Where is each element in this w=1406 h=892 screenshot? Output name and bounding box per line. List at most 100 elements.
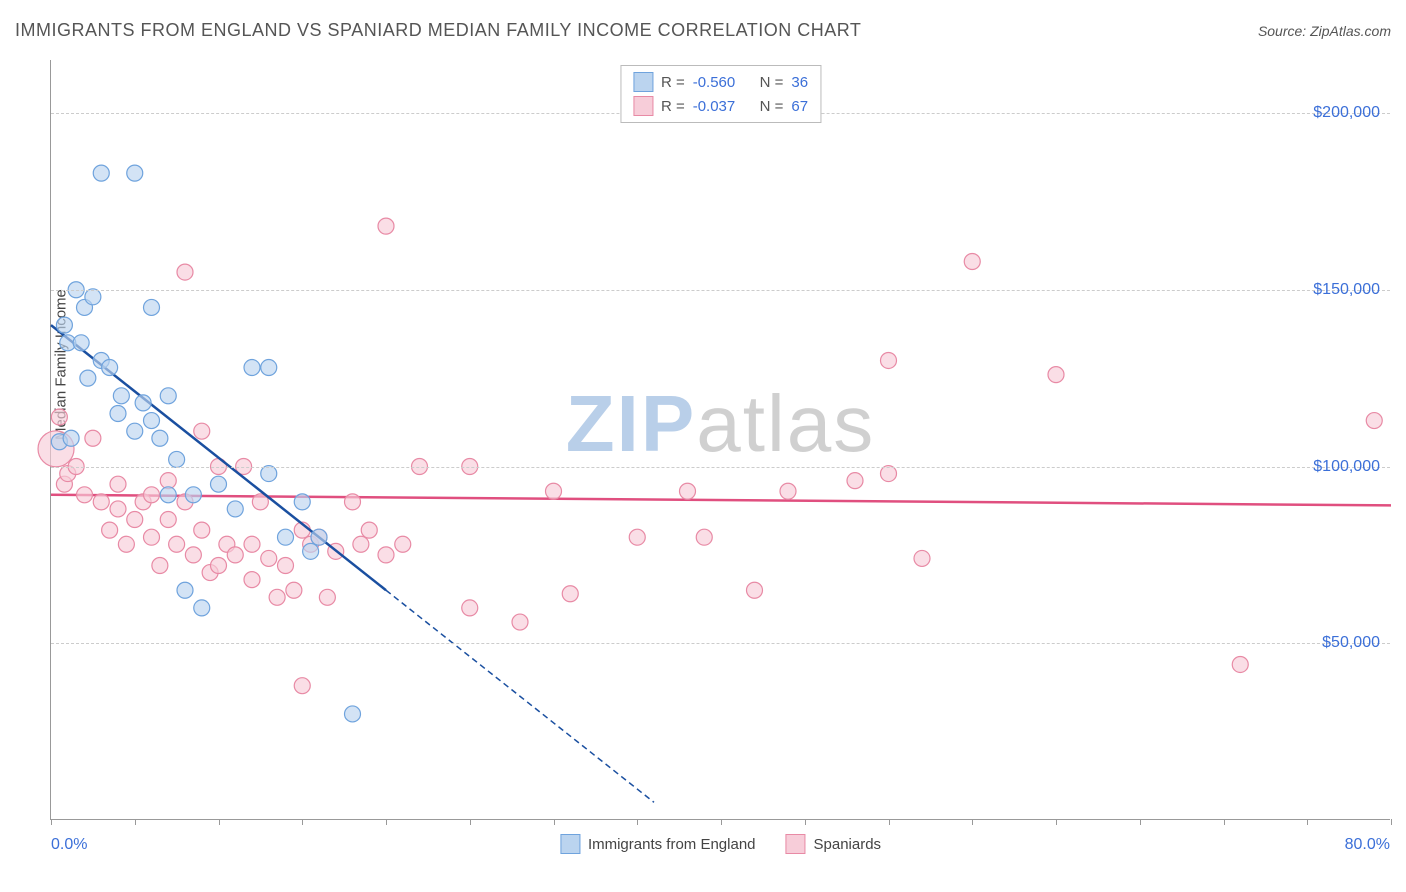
ytick-label: $50,000 [1322, 634, 1380, 652]
data-point-england [303, 543, 319, 559]
data-point-spaniards [1048, 367, 1064, 383]
data-point-england [160, 388, 176, 404]
data-point-spaniards [211, 557, 227, 573]
data-point-spaniards [378, 218, 394, 234]
legend-item-spaniards: Spaniards [786, 834, 882, 854]
legend-item-england: Immigrants from England [560, 834, 756, 854]
gridline [51, 643, 1390, 644]
source-value: ZipAtlas.com [1310, 23, 1391, 39]
data-point-england [194, 600, 210, 616]
data-point-spaniards [269, 589, 285, 605]
data-point-spaniards [118, 536, 134, 552]
x-end-label: 80.0% [1345, 836, 1390, 854]
ytick-label: $100,000 [1313, 458, 1380, 476]
data-point-spaniards [194, 423, 210, 439]
source-label: Source: [1258, 23, 1310, 39]
data-point-england [93, 165, 109, 181]
data-point-england [144, 299, 160, 315]
xtick [1391, 819, 1392, 825]
data-point-spaniards [244, 572, 260, 588]
data-point-england [169, 451, 185, 467]
data-point-england [80, 370, 96, 386]
data-point-spaniards [102, 522, 118, 538]
data-point-england [113, 388, 129, 404]
data-point-england [152, 430, 168, 446]
xtick [386, 819, 387, 825]
data-point-spaniards [244, 536, 260, 552]
data-point-spaniards [169, 536, 185, 552]
n-value-england: 36 [791, 74, 808, 91]
n-label: N = [760, 98, 784, 115]
data-point-spaniards [194, 522, 210, 538]
data-point-spaniards [185, 547, 201, 563]
r-value-spaniards: -0.037 [693, 98, 736, 115]
data-point-spaniards [319, 589, 335, 605]
title-bar: IMMIGRANTS FROM ENGLAND VS SPANIARD MEDI… [15, 20, 1391, 41]
data-point-england [63, 430, 79, 446]
data-point-spaniards [278, 557, 294, 573]
data-point-england [244, 360, 260, 376]
data-point-spaniards [680, 483, 696, 499]
legend-bottom: Immigrants from England Spaniards [560, 834, 881, 854]
ytick-label: $200,000 [1313, 104, 1380, 122]
data-point-england [102, 360, 118, 376]
xtick [135, 819, 136, 825]
data-point-england [185, 487, 201, 503]
data-point-spaniards [914, 550, 930, 566]
data-point-england [294, 494, 310, 510]
xtick [972, 819, 973, 825]
r-value-england: -0.560 [693, 74, 736, 91]
xtick [302, 819, 303, 825]
legend-stats-row-spaniards: R = -0.037 N = 67 [633, 94, 808, 118]
r-label: R = [661, 74, 685, 91]
data-point-spaniards [144, 487, 160, 503]
data-point-england [261, 360, 277, 376]
data-point-england [211, 476, 227, 492]
data-point-england [127, 423, 143, 439]
data-point-spaniards [881, 466, 897, 482]
data-point-spaniards [847, 473, 863, 489]
data-point-spaniards [546, 483, 562, 499]
data-point-spaniards [110, 476, 126, 492]
data-point-spaniards [85, 430, 101, 446]
data-point-england [177, 582, 193, 598]
xtick [1307, 819, 1308, 825]
legend-label-england: Immigrants from England [588, 836, 756, 853]
xtick [219, 819, 220, 825]
data-point-spaniards [462, 600, 478, 616]
gridline [51, 467, 1390, 468]
data-point-spaniards [227, 547, 243, 563]
xtick [470, 819, 471, 825]
data-point-spaniards [378, 547, 394, 563]
data-point-spaniards [512, 614, 528, 630]
n-value-spaniards: 67 [791, 98, 808, 115]
data-point-spaniards [152, 557, 168, 573]
data-point-spaniards [562, 586, 578, 602]
data-point-england [160, 487, 176, 503]
data-point-spaniards [177, 264, 193, 280]
data-point-england [73, 335, 89, 351]
xtick [805, 819, 806, 825]
data-point-england [345, 706, 361, 722]
data-point-spaniards [629, 529, 645, 545]
scatter-svg [51, 60, 1391, 820]
xtick [721, 819, 722, 825]
chart-title: IMMIGRANTS FROM ENGLAND VS SPANIARD MEDI… [15, 20, 861, 41]
data-point-spaniards [51, 409, 67, 425]
xtick [1140, 819, 1141, 825]
data-point-england [85, 289, 101, 305]
data-point-england [261, 466, 277, 482]
data-point-spaniards [696, 529, 712, 545]
data-point-spaniards [160, 512, 176, 528]
data-point-spaniards [353, 536, 369, 552]
data-point-spaniards [286, 582, 302, 598]
data-point-spaniards [964, 253, 980, 269]
data-point-spaniards [93, 494, 109, 510]
plot-area: Median Family Income ZIPatlas R = -0.560… [50, 60, 1390, 820]
data-point-spaniards [881, 352, 897, 368]
legend-stats: R = -0.560 N = 36 R = -0.037 N = 67 [620, 65, 821, 123]
data-point-england [278, 529, 294, 545]
data-point-england [311, 529, 327, 545]
xtick [554, 819, 555, 825]
swatch-spaniards-bottom [786, 834, 806, 854]
